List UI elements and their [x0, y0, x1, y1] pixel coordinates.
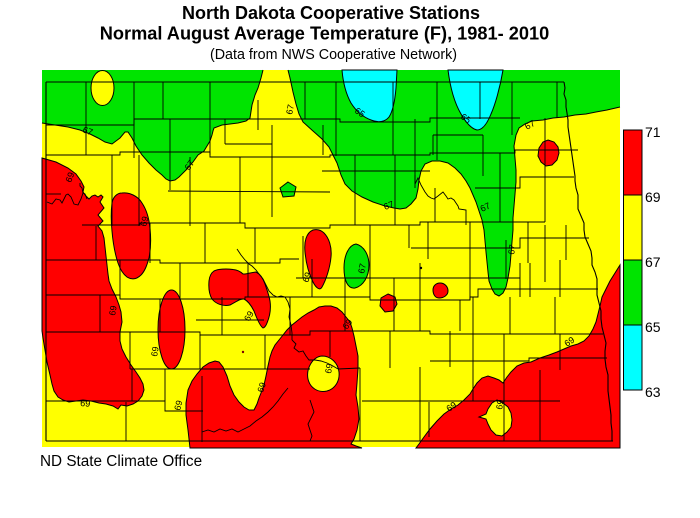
svg-text:65: 65	[645, 319, 661, 335]
svg-text:67: 67	[182, 158, 196, 172]
svg-text:69: 69	[138, 215, 150, 227]
svg-text:69: 69	[242, 309, 256, 323]
svg-text:69: 69	[107, 305, 119, 317]
svg-text:69: 69	[323, 363, 335, 375]
svg-text:69: 69	[645, 189, 661, 205]
svg-text:69: 69	[562, 335, 576, 349]
svg-text:67: 67	[356, 263, 368, 275]
svg-text:(Data from NWS Cooperative Net: (Data from NWS Cooperative Network)	[210, 47, 457, 63]
svg-text:69: 69	[172, 399, 184, 411]
svg-text:Normal August Average Temperat: Normal August Average Temperature (F), 1…	[100, 24, 549, 44]
svg-text:69: 69	[63, 171, 76, 184]
svg-text:69: 69	[340, 317, 354, 331]
svg-text:North Dakota Cooperative Stati: North Dakota Cooperative Stations	[182, 3, 480, 23]
svg-text:67: 67	[645, 254, 661, 270]
svg-text:65: 65	[353, 105, 367, 119]
svg-text:69: 69	[494, 399, 506, 411]
svg-text:ND State Climate Office: ND State Climate Office	[40, 453, 202, 470]
svg-text:65: 65	[459, 111, 473, 125]
svg-text:69: 69	[444, 400, 458, 414]
svg-text:67: 67	[382, 199, 395, 212]
svg-text:71: 71	[645, 124, 661, 140]
svg-text:67: 67	[81, 124, 94, 137]
svg-text:69: 69	[300, 271, 313, 284]
svg-text:63: 63	[645, 384, 661, 400]
svg-text:69: 69	[80, 398, 91, 409]
svg-text:67: 67	[523, 118, 537, 132]
svg-text:69: 69	[255, 381, 268, 394]
svg-text:67: 67	[506, 244, 518, 256]
svg-text:67: 67	[479, 201, 492, 214]
svg-text:67: 67	[284, 104, 296, 116]
svg-text:69: 69	[149, 346, 161, 358]
